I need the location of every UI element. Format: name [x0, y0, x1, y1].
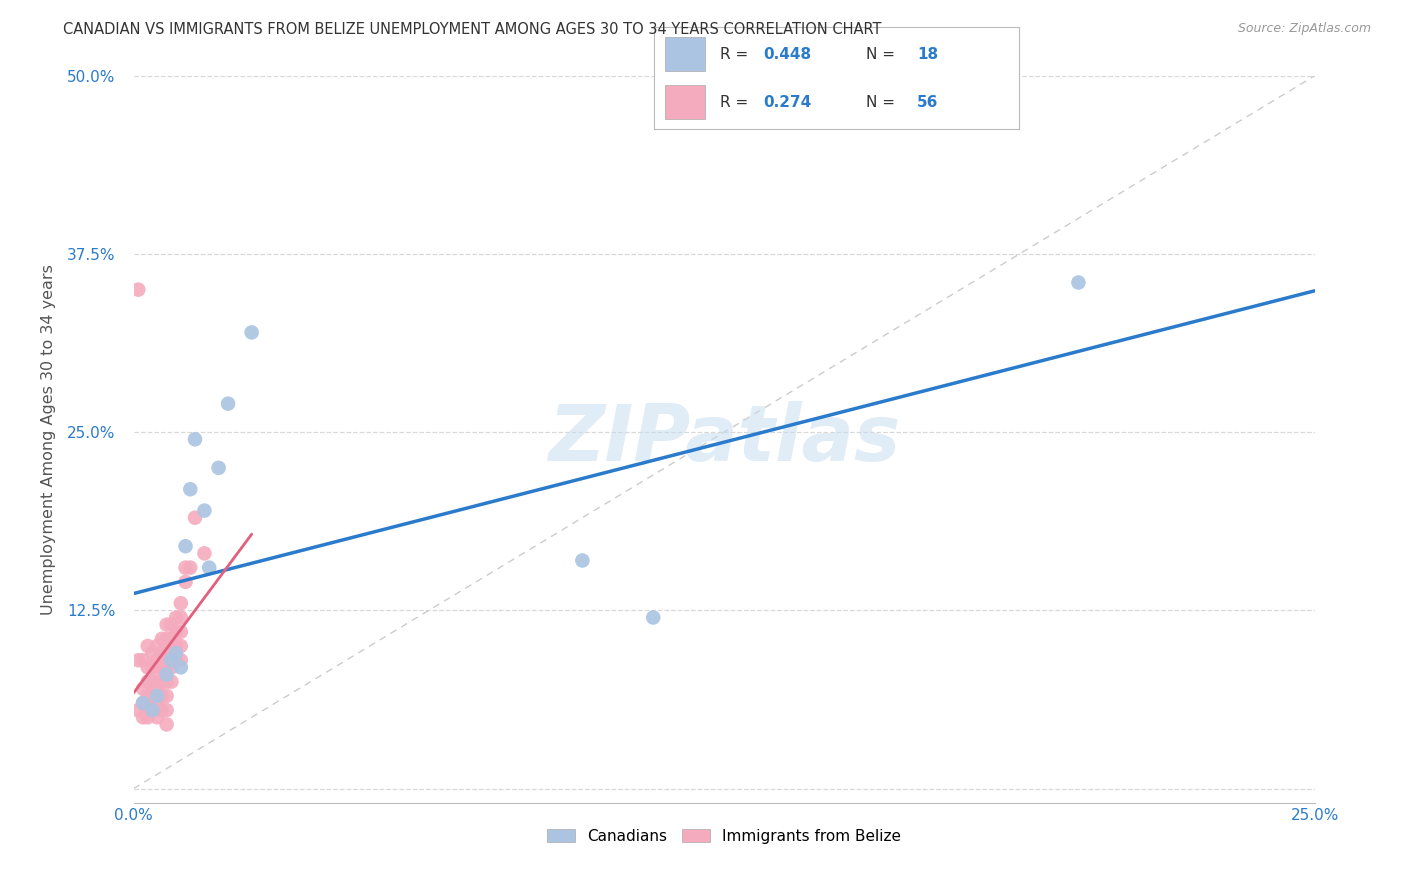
Point [156, 717, 179, 731]
Point [643, 610, 665, 624]
Point [170, 660, 193, 674]
Point [156, 703, 179, 717]
Point [184, 432, 207, 446]
Point [217, 397, 239, 411]
Point [132, 653, 155, 667]
Point [146, 639, 169, 653]
Point [136, 710, 159, 724]
Point [160, 660, 183, 674]
Point [198, 560, 221, 574]
Point [160, 617, 183, 632]
Text: 18: 18 [917, 47, 938, 62]
Text: 56: 56 [917, 95, 938, 110]
Bar [665, 37, 704, 70]
Point [156, 674, 179, 689]
Point [156, 667, 179, 681]
Point [146, 710, 169, 724]
Point [150, 703, 173, 717]
Point [132, 710, 155, 724]
Point [127, 283, 149, 297]
Point [170, 596, 193, 610]
Point [184, 510, 207, 524]
Text: R =: R = [720, 47, 752, 62]
Point [141, 703, 163, 717]
Point [136, 674, 159, 689]
Point [132, 681, 155, 696]
Point [150, 674, 173, 689]
Point [179, 560, 201, 574]
Point [141, 646, 163, 660]
Point [156, 617, 179, 632]
Point [160, 674, 183, 689]
Text: Source: ZipAtlas.com: Source: ZipAtlas.com [1237, 22, 1371, 36]
Point [136, 639, 159, 653]
Point [150, 689, 173, 703]
Point [156, 660, 179, 674]
Point [146, 653, 169, 667]
Point [156, 689, 179, 703]
Point [132, 696, 155, 710]
Point [150, 660, 173, 674]
Point [146, 689, 169, 703]
Point [127, 653, 149, 667]
Point [165, 639, 187, 653]
Point [170, 653, 193, 667]
Text: N =: N = [866, 47, 900, 62]
Point [150, 632, 173, 646]
Point [165, 646, 187, 660]
Point [141, 674, 163, 689]
Legend: Canadians, Immigrants from Belize: Canadians, Immigrants from Belize [541, 822, 907, 850]
Point [146, 667, 169, 681]
Point [240, 326, 263, 340]
Point [150, 646, 173, 660]
Point [136, 689, 159, 703]
Point [141, 703, 163, 717]
Text: 0.448: 0.448 [763, 47, 811, 62]
Point [170, 624, 193, 639]
Point [141, 660, 163, 674]
Text: 0.274: 0.274 [763, 95, 811, 110]
Point [146, 696, 169, 710]
Point [165, 610, 187, 624]
Y-axis label: Unemployment Among Ages 30 to 34 years: Unemployment Among Ages 30 to 34 years [41, 264, 56, 615]
Text: N =: N = [866, 95, 900, 110]
Point [146, 681, 169, 696]
Point [165, 624, 187, 639]
Text: CANADIAN VS IMMIGRANTS FROM BELIZE UNEMPLOYMENT AMONG AGES 30 TO 34 YEARS CORREL: CANADIAN VS IMMIGRANTS FROM BELIZE UNEMP… [63, 22, 882, 37]
Point [160, 632, 183, 646]
Point [132, 696, 155, 710]
Point [136, 660, 159, 674]
Point [141, 689, 163, 703]
Text: R =: R = [720, 95, 752, 110]
Point [193, 503, 215, 517]
Point [160, 646, 183, 660]
Point [156, 632, 179, 646]
Point [165, 653, 187, 667]
Point [174, 539, 197, 553]
Bar [665, 86, 704, 119]
Point [193, 546, 215, 560]
Point [170, 610, 193, 624]
Point [170, 639, 193, 653]
Point [160, 653, 183, 667]
Text: ZIPatlas: ZIPatlas [548, 401, 900, 477]
Point [571, 553, 593, 567]
Point [207, 460, 229, 475]
Point [1067, 276, 1090, 290]
Point [174, 574, 197, 589]
Point [174, 560, 197, 574]
Point [179, 482, 201, 496]
Point [156, 646, 179, 660]
Point [127, 703, 149, 717]
